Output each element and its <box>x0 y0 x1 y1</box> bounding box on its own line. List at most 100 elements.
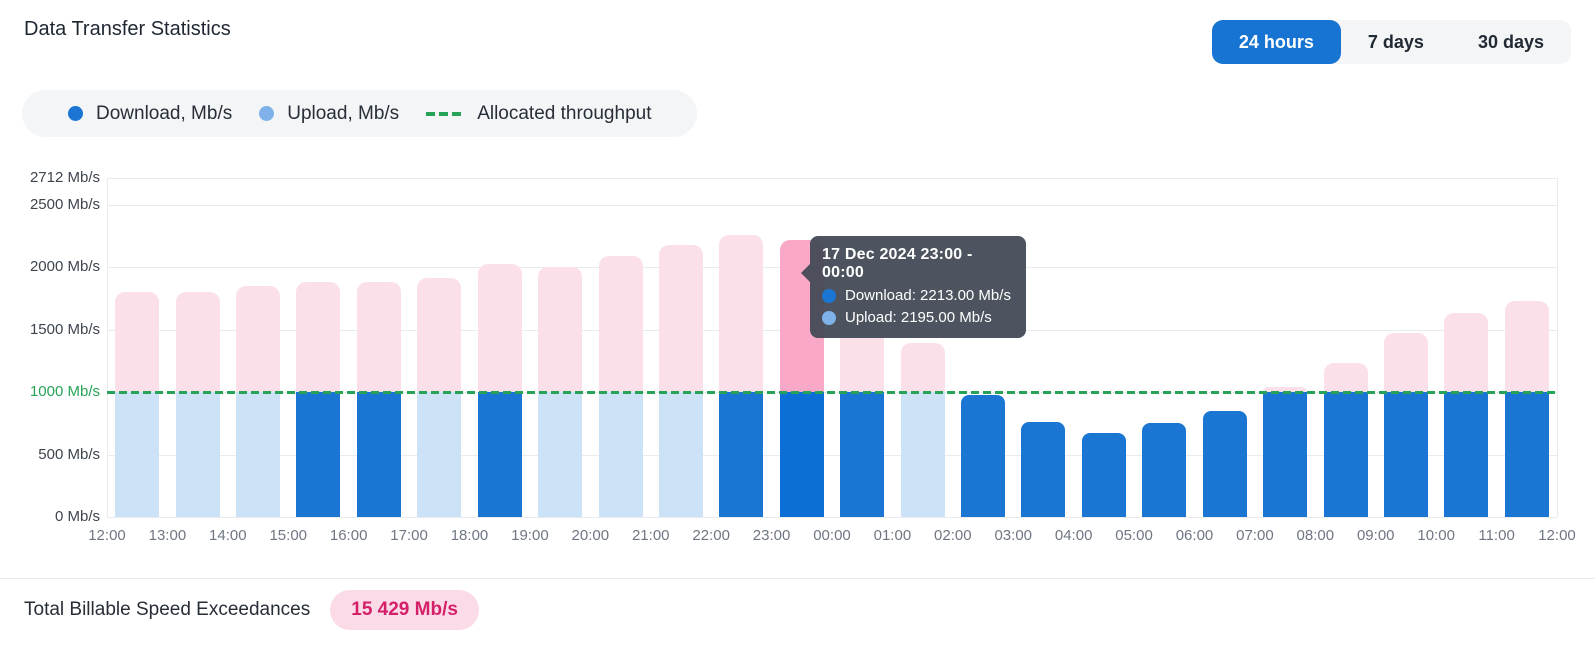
bar-exceedance-15:00-16:00[interactable] <box>296 282 341 392</box>
x-axis-label: 12:00 <box>1538 527 1576 544</box>
x-axis-label: 15:00 <box>269 527 308 544</box>
tooltip-upload-row: Upload: 2195.00 Mb/s <box>822 309 1014 326</box>
bar-exceedance-19:00-20:00[interactable] <box>538 267 583 392</box>
y-axis-label: 0 Mb/s <box>54 508 100 525</box>
bar-exceedance-17:00-18:00[interactable] <box>417 278 462 392</box>
tooltip-upload-value: Upload: 2195.00 Mb/s <box>845 309 992 326</box>
x-axis-label: 17:00 <box>390 527 428 544</box>
x-axis-label: 10:00 <box>1417 527 1455 544</box>
bar-exceedance-21:00-22:00[interactable] <box>658 244 703 392</box>
legend-item-allocated: Allocated throughput <box>426 103 651 125</box>
bar-exceedance-09:00-10:00[interactable] <box>1383 332 1428 392</box>
bar-11:00-12:00[interactable] <box>1504 392 1549 517</box>
bar-exceedance-07:00-08:00[interactable] <box>1263 387 1308 392</box>
x-axis-label: 22:00 <box>692 527 730 544</box>
exceedances-badge: 15 429 Mb/s <box>330 590 479 630</box>
bar-exceedance-10:00-11:00[interactable] <box>1444 312 1489 392</box>
bar-15:00-16:00[interactable] <box>296 392 341 517</box>
x-axis-label: 06:00 <box>1175 527 1214 544</box>
download-dot-icon <box>822 288 836 303</box>
bar-14:00-15:00[interactable] <box>236 392 281 517</box>
bar-16:00-17:00[interactable] <box>356 392 401 517</box>
bar-04:00-05:00[interactable] <box>1081 433 1126 517</box>
bar-20:00-21:00[interactable] <box>598 392 643 517</box>
bar-22:00-23:00[interactable] <box>719 392 764 517</box>
x-axis-label: 13:00 <box>148 527 187 544</box>
x-axis-label: 01:00 <box>873 527 912 544</box>
gridline-500 <box>107 454 1557 456</box>
bar-exceedance-12:00-13:00[interactable] <box>115 292 160 392</box>
tooltip-download-row: Download: 2213.00 Mb/s <box>822 287 1014 304</box>
x-axis-label: 00:00 <box>813 527 851 544</box>
bar-12:00-13:00[interactable] <box>115 392 160 517</box>
bar-06:00-07:00[interactable] <box>1202 410 1247 517</box>
bar-exceedance-14:00-15:00[interactable] <box>236 285 281 392</box>
bar-07:00-08:00[interactable] <box>1263 392 1308 517</box>
bar-10:00-11:00[interactable] <box>1444 392 1489 517</box>
footer-divider <box>0 578 1595 579</box>
bar-03:00-04:00[interactable] <box>1021 422 1066 517</box>
bar-23:00-00:00[interactable] <box>779 392 824 517</box>
chart-legend: Download, Mb/s Upload, Mb/s Allocated th… <box>22 90 698 137</box>
bar-18:00-19:00[interactable] <box>477 392 522 517</box>
bar-exceedance-20:00-21:00[interactable] <box>598 255 643 392</box>
bar-exceedance-11:00-12:00[interactable] <box>1504 301 1549 392</box>
y-axis-line <box>107 178 108 517</box>
gridline-2500 <box>107 204 1557 206</box>
x-axis-label: 23:00 <box>752 527 791 544</box>
y-axis-label: 2500 Mb/s <box>29 195 100 213</box>
x-axis-label: 18:00 <box>450 527 489 544</box>
x-axis-label: 12:00 <box>88 527 126 544</box>
x-axis-label: 03:00 <box>994 527 1033 544</box>
upload-dot-icon <box>822 310 836 325</box>
bar-13:00-14:00[interactable] <box>175 392 220 517</box>
x-axis-label: 09:00 <box>1356 527 1395 544</box>
gridline-0 <box>107 517 1557 518</box>
chart-tooltip: 17 Dec 2024 23:00 - 00:00 Download: 2213… <box>801 236 1026 338</box>
gridline-2712 <box>107 178 1557 179</box>
bar-02:00-03:00[interactable] <box>961 395 1006 517</box>
bar-17:00-18:00[interactable] <box>417 392 462 517</box>
footer-summary: Total Billable Speed Exceedances 15 429 … <box>24 590 479 630</box>
bar-exceedance-13:00-14:00[interactable] <box>175 292 220 392</box>
legend-upload-label: Upload, Mb/s <box>287 102 400 124</box>
bar-exceedance-01:00-02:00[interactable] <box>900 343 945 392</box>
allocated-throughput-line <box>107 390 1557 394</box>
bar-19:00-20:00[interactable] <box>538 392 583 517</box>
page-title: Data Transfer Statistics <box>24 18 231 40</box>
y-axis-label: 1000 Mb/s <box>29 383 100 400</box>
range-button-24-hours[interactable]: 24 hours <box>1211 20 1341 64</box>
exceedances-label: Total Billable Speed Exceedances <box>24 599 311 620</box>
bar-exceedance-08:00-09:00[interactable] <box>1323 363 1368 392</box>
bar-05:00-06:00[interactable] <box>1142 422 1187 517</box>
range-button-30-days[interactable]: 30 days <box>1477 31 1544 52</box>
bar-01:00-02:00[interactable] <box>900 392 945 517</box>
plot-right-border <box>1557 178 1558 517</box>
bar-09:00-10:00[interactable] <box>1383 392 1428 517</box>
tooltip-arrow-icon <box>801 264 810 282</box>
legend-item-download: Download, Mb/s <box>68 103 232 125</box>
bar-exceedance-22:00-23:00[interactable] <box>719 234 764 392</box>
x-axis-label: 21:00 <box>631 527 670 544</box>
legend-download-label: Download, Mb/s <box>96 102 233 124</box>
time-range-selector: 24 hours 7 days 30 days <box>1211 20 1571 64</box>
tooltip-download-value: Download: 2213.00 Mb/s <box>845 287 1011 304</box>
bar-00:00-01:00[interactable] <box>840 392 885 517</box>
bar-08:00-09:00[interactable] <box>1323 392 1368 517</box>
legend-item-upload: Upload, Mb/s <box>259 103 399 125</box>
y-axis-label: 1500 Mb/s <box>29 320 100 338</box>
bar-exceedance-18:00-19:00[interactable] <box>477 263 522 392</box>
y-axis-label: 2000 Mb/s <box>29 258 100 275</box>
range-button-7-days[interactable]: 7 days <box>1367 31 1424 52</box>
download-dot-icon <box>68 106 83 121</box>
bar-exceedance-16:00-17:00[interactable] <box>356 282 401 392</box>
x-axis-label: 19:00 <box>511 527 549 544</box>
x-axis-label: 05:00 <box>1115 527 1153 544</box>
dashed-line-icon <box>426 111 465 116</box>
x-axis-label: 04:00 <box>1054 527 1093 544</box>
bar-21:00-22:00[interactable] <box>658 392 703 517</box>
tooltip-title: 17 Dec 2024 23:00 - 00:00 <box>822 246 973 281</box>
x-axis-label: 08:00 <box>1296 527 1335 544</box>
